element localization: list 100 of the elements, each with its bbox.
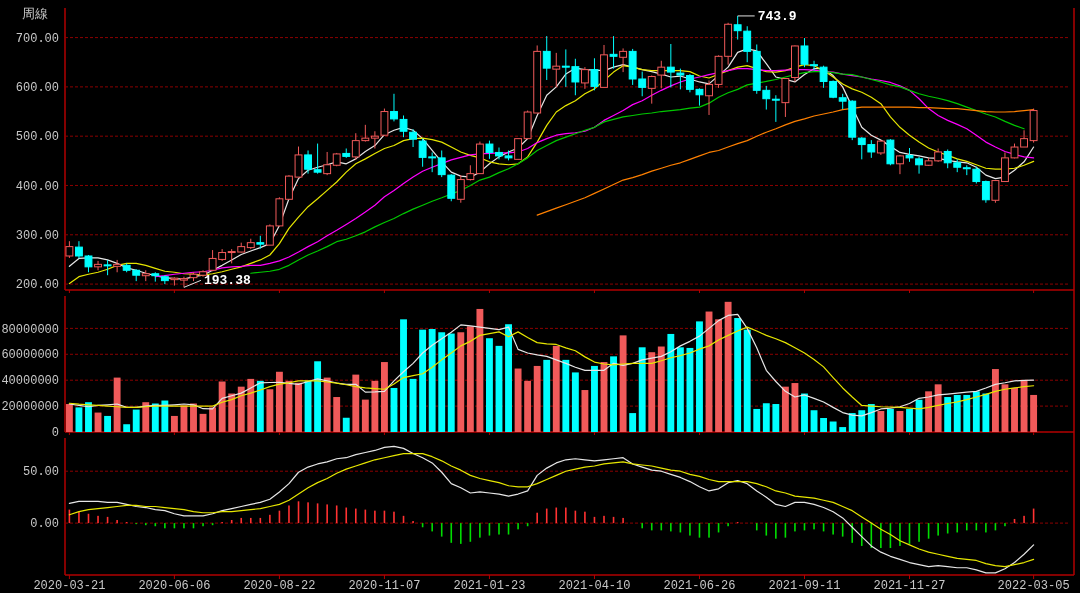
bar bbox=[514, 368, 522, 432]
bar bbox=[381, 362, 388, 432]
bar bbox=[275, 371, 283, 432]
bar bbox=[409, 378, 417, 432]
bar bbox=[629, 413, 637, 432]
y-tick-label: 50.00 bbox=[22, 465, 59, 480]
bar bbox=[944, 397, 952, 432]
bar bbox=[505, 324, 512, 432]
candlestick bbox=[647, 75, 656, 105]
line-series bbox=[68, 326, 1035, 410]
bar bbox=[877, 411, 885, 432]
candlestick bbox=[370, 130, 379, 150]
candlestick bbox=[313, 143, 322, 175]
bar bbox=[361, 399, 369, 432]
bar bbox=[466, 326, 474, 432]
bar bbox=[667, 333, 675, 432]
bar bbox=[218, 381, 226, 432]
bar bbox=[371, 380, 379, 432]
bar bbox=[743, 329, 751, 432]
bar bbox=[161, 400, 169, 432]
y-tick-label: 600.00 bbox=[15, 81, 59, 96]
bar bbox=[696, 321, 703, 432]
x-tick-label: 2021-01-23 bbox=[453, 579, 526, 593]
candlestick bbox=[733, 15, 742, 41]
bar bbox=[85, 402, 92, 432]
bar bbox=[552, 345, 560, 432]
bar bbox=[438, 332, 446, 432]
candlestick bbox=[94, 260, 102, 271]
bar bbox=[781, 386, 789, 432]
bar bbox=[753, 408, 761, 432]
x-tick-label: 2022-03-05 bbox=[997, 579, 1070, 593]
bar bbox=[772, 404, 780, 432]
bar bbox=[419, 329, 427, 432]
candlestick bbox=[609, 35, 618, 70]
bar bbox=[266, 389, 274, 432]
bar bbox=[648, 352, 656, 432]
bar bbox=[886, 408, 894, 432]
x-tick-label: 2020-06-06 bbox=[138, 579, 211, 593]
bar bbox=[991, 369, 999, 432]
bar bbox=[323, 377, 331, 432]
bar bbox=[1011, 387, 1018, 432]
candlestick bbox=[542, 35, 551, 81]
bar bbox=[839, 427, 847, 432]
y-tick-label: 0.00 bbox=[30, 517, 59, 532]
bar bbox=[906, 408, 913, 432]
x-tick-label: 2020-11-07 bbox=[348, 579, 421, 593]
bar bbox=[209, 407, 217, 432]
candlestick bbox=[619, 47, 628, 73]
bar bbox=[562, 359, 570, 432]
candlestick bbox=[590, 57, 599, 91]
bar bbox=[571, 372, 579, 432]
candlestick bbox=[380, 108, 389, 136]
bar bbox=[352, 374, 360, 432]
x-tick-label: 2021-09-11 bbox=[768, 579, 841, 593]
bar bbox=[524, 380, 532, 432]
y-tick-label: 700.00 bbox=[15, 31, 59, 46]
bar bbox=[123, 424, 131, 432]
x-tick-label: 2021-04-10 bbox=[558, 579, 631, 593]
bar bbox=[801, 393, 808, 432]
y-tick-label: 200.00 bbox=[15, 278, 59, 293]
bar bbox=[457, 332, 465, 432]
bar bbox=[476, 308, 484, 432]
candlestick bbox=[409, 128, 418, 148]
bar bbox=[925, 391, 933, 432]
bar bbox=[447, 333, 455, 432]
candlestick bbox=[580, 66, 589, 90]
bar bbox=[256, 380, 264, 432]
bar bbox=[762, 403, 770, 432]
bar bbox=[543, 359, 551, 432]
candlestick bbox=[771, 94, 780, 123]
bar bbox=[1030, 394, 1038, 432]
bar bbox=[676, 347, 684, 432]
x-tick-label: 2021-06-26 bbox=[663, 579, 736, 593]
candlestick bbox=[743, 25, 752, 63]
bar bbox=[314, 361, 322, 432]
bar bbox=[619, 335, 627, 432]
x-tick-label: 2020-08-22 bbox=[243, 579, 316, 593]
bar bbox=[486, 338, 493, 432]
candlestick bbox=[886, 138, 895, 166]
y-tick-label: 400.00 bbox=[15, 179, 59, 194]
bar bbox=[934, 384, 942, 432]
y-tick-label: 0 bbox=[51, 426, 59, 441]
bar bbox=[734, 318, 742, 432]
bar bbox=[151, 403, 159, 432]
y-tick-label: 500.00 bbox=[15, 130, 59, 145]
bar bbox=[858, 410, 866, 432]
bar bbox=[638, 347, 646, 432]
bar bbox=[820, 418, 828, 432]
y-tick-label: 40000000 bbox=[1, 374, 59, 389]
y-tick-label: 80000000 bbox=[1, 322, 59, 337]
bar bbox=[247, 378, 255, 432]
bar bbox=[591, 365, 598, 432]
annotation: 193.38 bbox=[203, 273, 251, 289]
line-series bbox=[68, 313, 1035, 417]
line-series bbox=[536, 106, 1035, 216]
bar bbox=[113, 377, 121, 432]
x-tick-label: 2021-11-27 bbox=[873, 579, 946, 593]
y-tick-label: 60000000 bbox=[1, 348, 59, 363]
bar bbox=[953, 394, 961, 432]
bar bbox=[657, 346, 665, 432]
